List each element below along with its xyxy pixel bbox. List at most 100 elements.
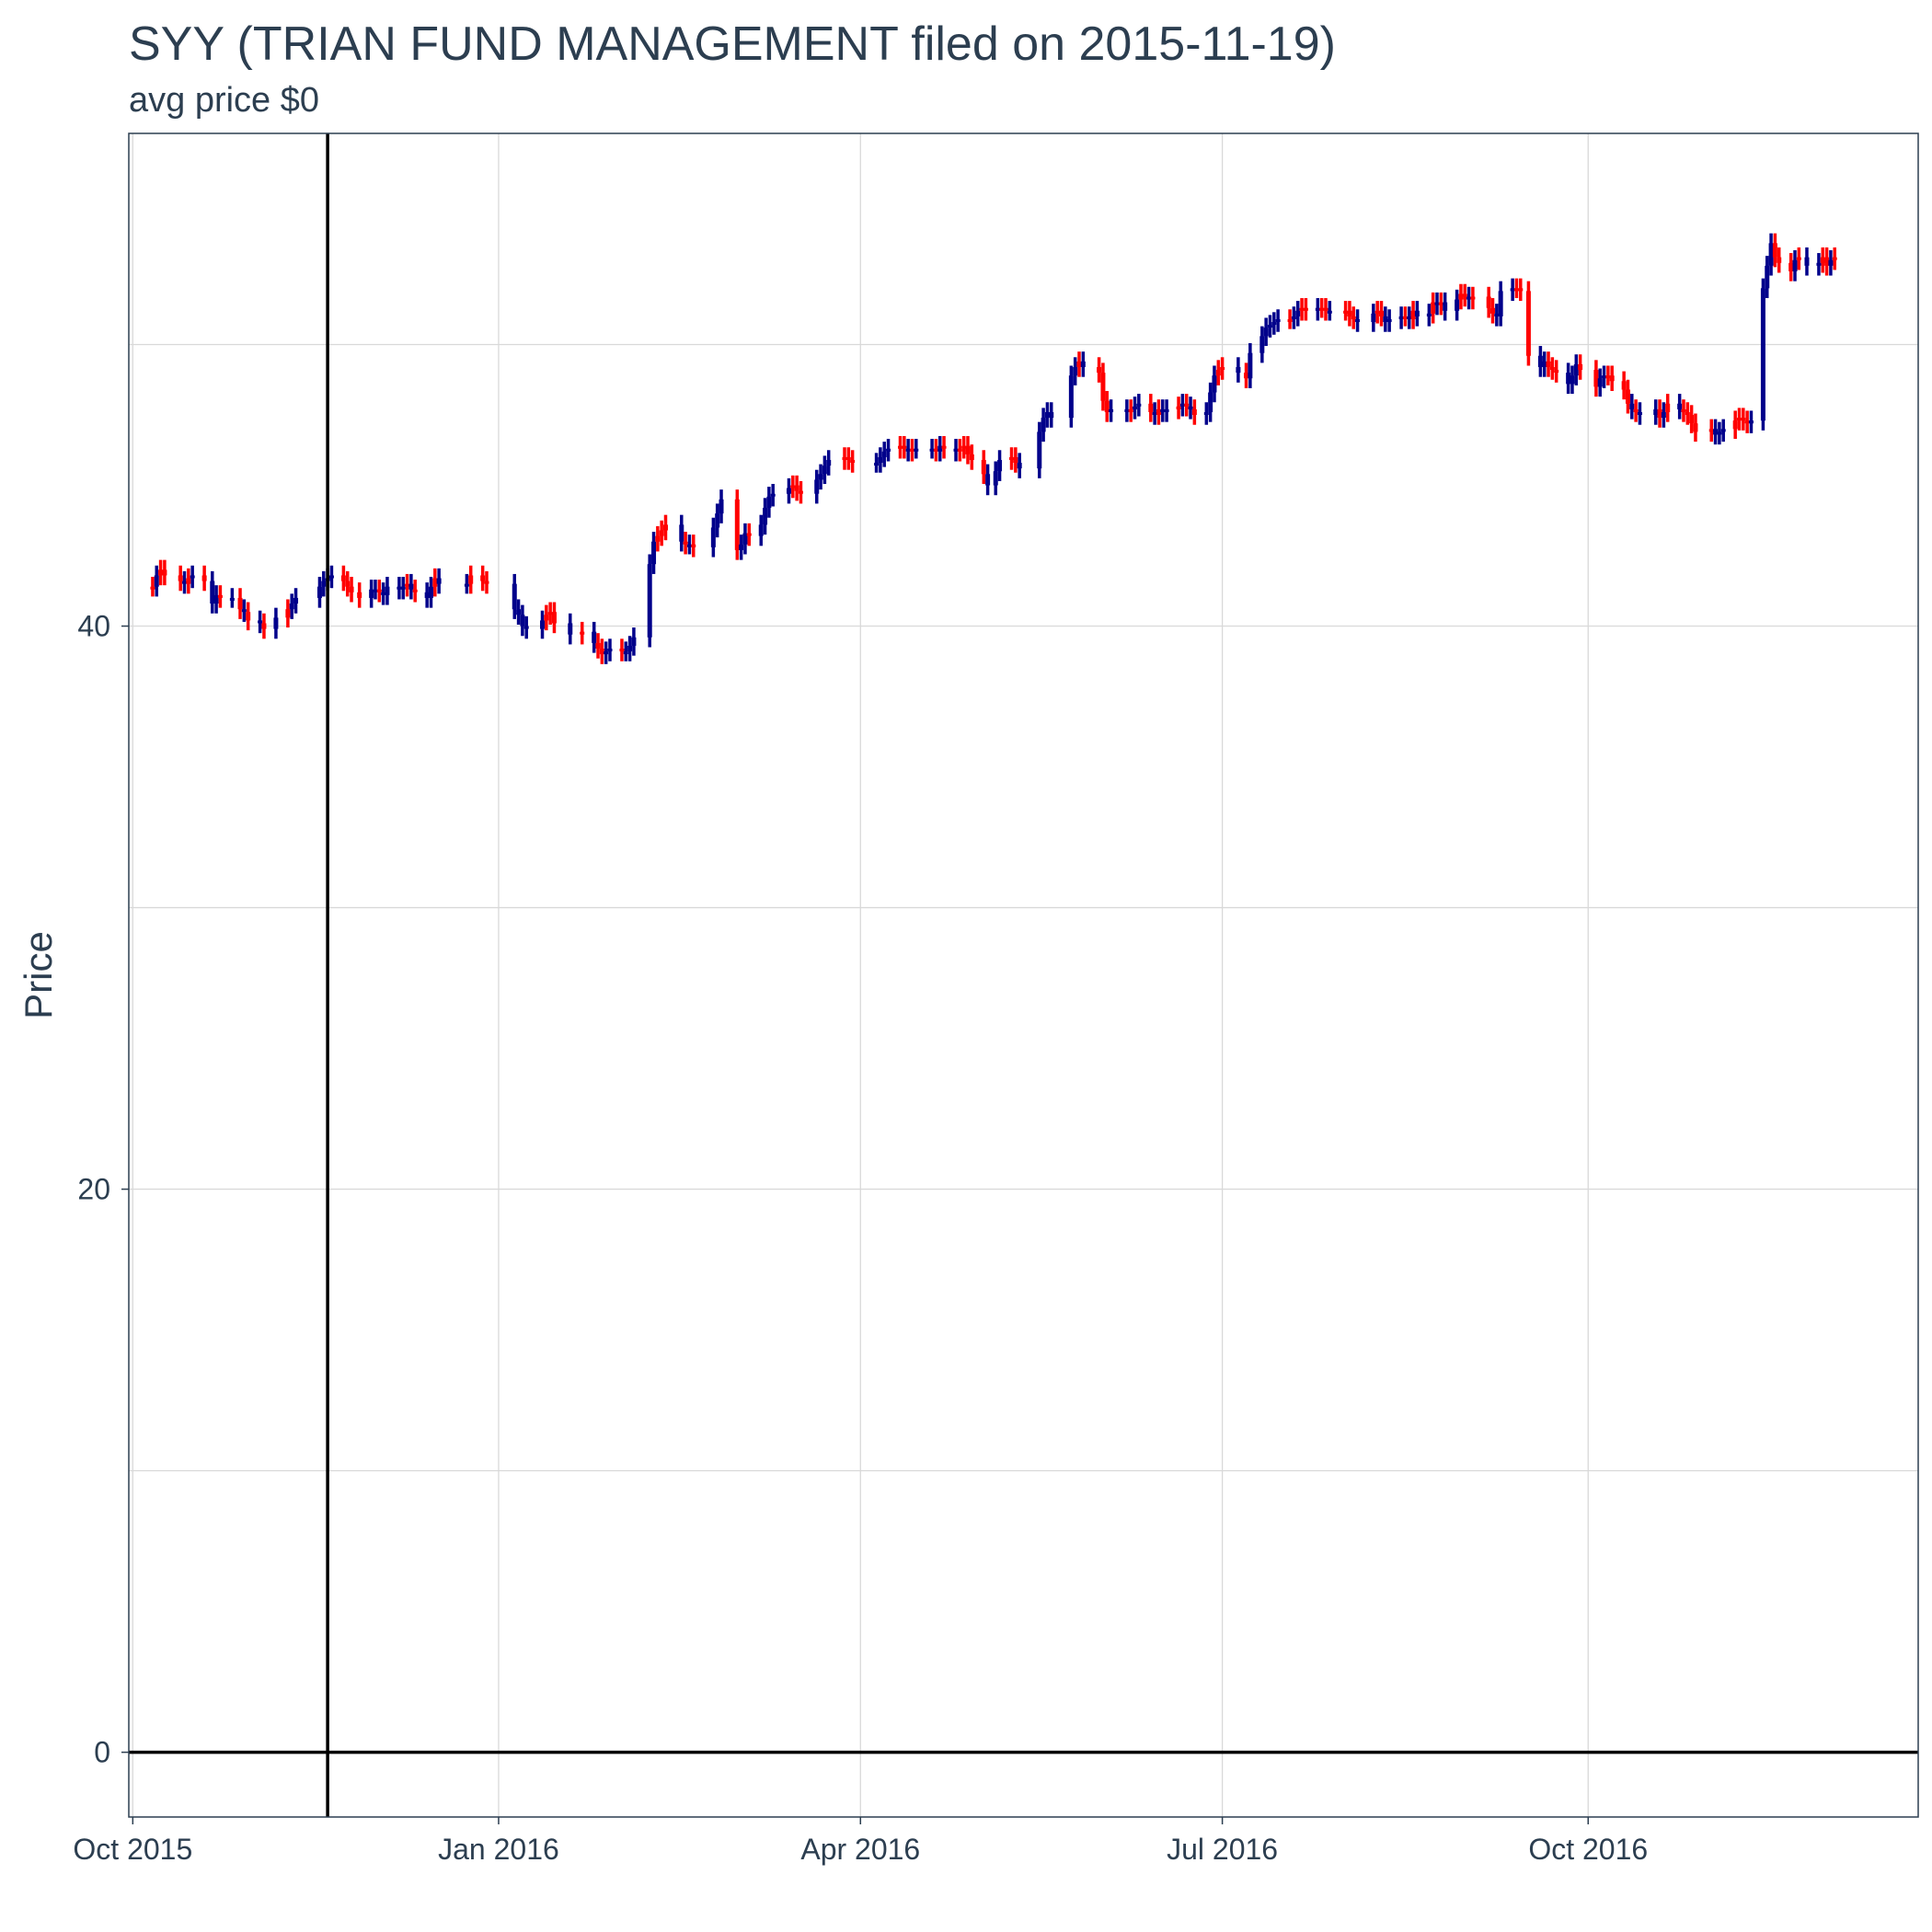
candle-body — [544, 615, 549, 621]
candle-body — [1578, 363, 1583, 371]
candle-body — [826, 459, 832, 466]
y-tick-label: 0 — [94, 1736, 110, 1769]
candle-body — [878, 456, 883, 464]
candle-body — [655, 535, 661, 542]
candle-body — [965, 445, 971, 454]
candle-body — [881, 451, 887, 457]
candle-body — [623, 651, 628, 655]
candle-body — [385, 586, 390, 595]
candle-body — [1152, 411, 1157, 416]
candle-body — [1299, 307, 1305, 311]
candle-body — [691, 544, 696, 547]
candle-body — [592, 631, 597, 643]
candle-body — [408, 583, 414, 590]
candle-body — [1788, 262, 1794, 271]
candle-body — [1383, 316, 1388, 323]
candle-body — [842, 456, 847, 460]
candle-body — [217, 594, 223, 598]
candle-body — [1379, 310, 1384, 316]
candle-body — [898, 445, 903, 449]
candle-body — [595, 642, 601, 650]
candle-body — [599, 649, 604, 655]
candle-body — [845, 456, 851, 460]
candle-body — [1402, 316, 1408, 319]
candle-body — [686, 544, 692, 547]
candle-body — [1080, 361, 1086, 367]
candle-body — [1537, 355, 1543, 367]
candle-body — [1097, 366, 1102, 374]
candle-body — [746, 533, 752, 536]
candle-body — [1633, 408, 1639, 412]
candle-body — [580, 631, 585, 635]
candle-body — [316, 586, 322, 598]
candle-body — [1466, 296, 1472, 300]
candle-body — [178, 575, 183, 581]
candle-body — [651, 541, 657, 565]
y-tick-label: 40 — [77, 610, 110, 643]
candle-body — [1629, 403, 1635, 409]
reference-lines — [129, 133, 1918, 1817]
candle-body — [941, 445, 947, 449]
candle-body — [1041, 418, 1046, 432]
candle-body — [190, 575, 195, 579]
candle-body — [285, 609, 291, 618]
x-tick-label: Oct 2015 — [73, 1833, 192, 1866]
candle-body — [1748, 420, 1754, 424]
chart-subtitle: avg price $0 — [129, 81, 320, 120]
candle-body — [1713, 429, 1719, 435]
candle-body — [182, 581, 188, 584]
candle-body — [1546, 361, 1551, 367]
candle-body — [1438, 302, 1443, 305]
candle-body — [1136, 403, 1142, 407]
candle-body — [1323, 307, 1328, 311]
candle-body — [369, 589, 374, 598]
candle-body — [1128, 408, 1133, 412]
candle-body — [261, 623, 267, 629]
candle-body — [1602, 375, 1607, 379]
candle-body — [1625, 389, 1630, 404]
candle-body — [790, 485, 796, 489]
candle-body — [997, 459, 1003, 472]
candle-body — [981, 459, 986, 475]
candle-body — [210, 581, 215, 604]
candle-body — [1398, 316, 1404, 319]
candle-body — [902, 445, 907, 449]
candle-body — [1609, 375, 1615, 382]
candle-body — [1315, 307, 1320, 311]
candle-body — [739, 544, 744, 550]
candle-body — [734, 499, 740, 550]
candle-body — [929, 448, 935, 452]
candle-body — [909, 448, 914, 452]
candle-body — [659, 530, 664, 536]
candle-body — [953, 448, 959, 452]
candle-body — [1215, 370, 1221, 376]
candle-body — [424, 592, 430, 598]
candle-body — [1295, 310, 1301, 316]
candle-body — [321, 581, 327, 587]
candle-body — [237, 597, 243, 610]
candle-body — [241, 609, 247, 613]
candle-body — [957, 448, 962, 452]
candle-body — [1832, 257, 1837, 260]
candle-body — [464, 583, 469, 587]
candle-body — [1431, 302, 1436, 314]
candle-body — [150, 586, 155, 590]
candle-body — [1303, 307, 1308, 311]
candle-body — [1494, 313, 1500, 316]
candle-body — [1009, 456, 1015, 460]
candle-body — [258, 620, 263, 624]
candle-body — [1470, 296, 1476, 300]
candle-body — [604, 651, 609, 655]
candle-body — [786, 488, 791, 494]
plot-panel-border — [128, 132, 1919, 1818]
candle-body — [1657, 408, 1662, 419]
x-tick-label: Oct 2016 — [1528, 1833, 1648, 1866]
candle-body — [551, 612, 557, 624]
candle-body — [1796, 257, 1801, 260]
chart-title: SYY (TRIAN FUND MANAGEMENT filed on 2015… — [129, 17, 1336, 71]
candle-body — [1816, 262, 1822, 266]
candle-body — [1017, 463, 1022, 469]
candle-body — [742, 533, 748, 545]
candle-body — [1744, 420, 1750, 424]
